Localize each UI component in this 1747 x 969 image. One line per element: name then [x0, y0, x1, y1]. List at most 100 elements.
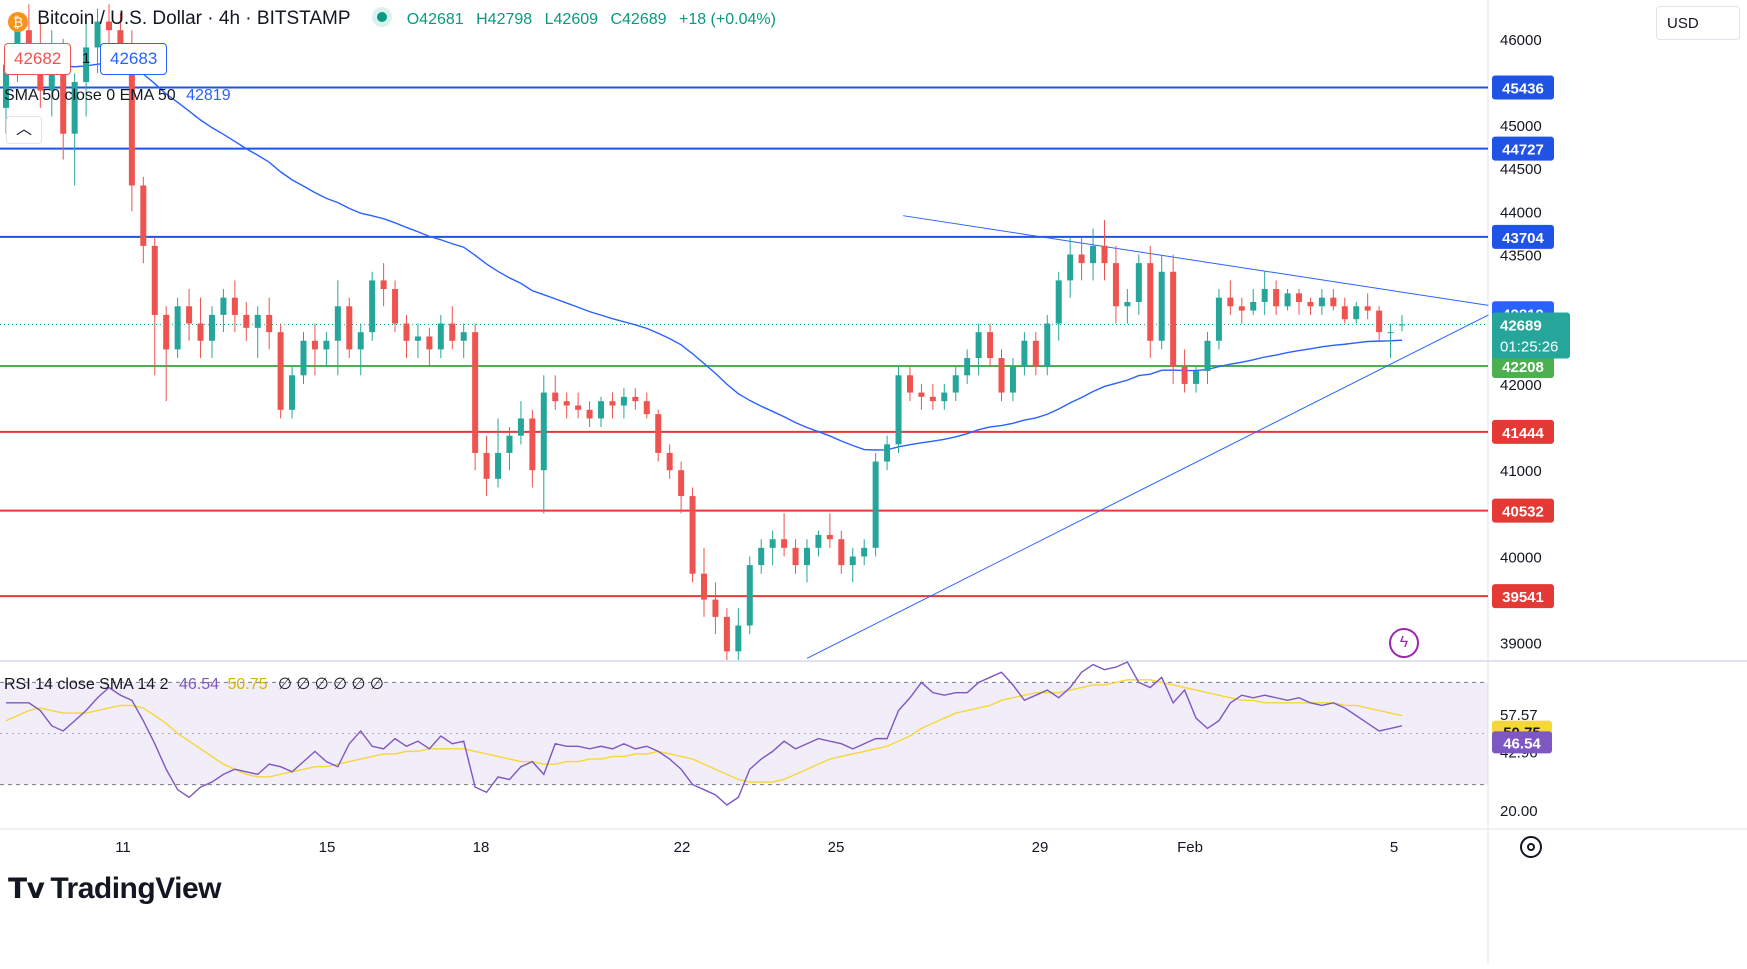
candle-body-83 — [952, 375, 959, 393]
candle-body-13 — [151, 245, 158, 315]
candle-body-109 — [1250, 301, 1257, 311]
candle-body-16 — [186, 306, 193, 324]
rsi-value-tag-1 — [1492, 731, 1552, 754]
candle-body-21 — [243, 314, 250, 328]
candle-body-43 — [495, 452, 502, 479]
candle-body-30 — [346, 306, 353, 350]
currency-button[interactable]: USD — [1656, 6, 1740, 40]
candle-body-75 — [861, 547, 868, 557]
spread-value: 1 — [82, 50, 91, 67]
rsi-value-legend: 46.54 — [178, 676, 220, 693]
rsi-value-tag-label-1: 46.54 — [1503, 735, 1541, 752]
candle-body-52 — [598, 401, 605, 419]
bitcoin-icon: ₿ — [8, 12, 28, 32]
candle-body-39 — [449, 323, 456, 341]
candle-body-0 — [3, 64, 9, 108]
level-tag-label-0: 45436 — [1502, 80, 1544, 97]
candle-body-5 — [60, 56, 67, 134]
candle-body-117 — [1341, 306, 1348, 320]
tradingview-logo-icon: 𝗧𝘃 — [8, 873, 45, 904]
rsi-extras: ∅ ∅ ∅ ∅ ∅ ∅ — [277, 676, 384, 693]
candle-body-101 — [1158, 271, 1165, 341]
candle-body-46 — [529, 418, 536, 471]
lightning-icon[interactable]: ϟ — [1389, 628, 1419, 658]
time-tick-6: Feb — [1177, 839, 1203, 856]
candle-body-11 — [128, 47, 135, 186]
rsi-sma-value-legend: 50.75 — [227, 676, 268, 693]
candle-body-105 — [1204, 340, 1211, 371]
candle-body-47 — [540, 392, 547, 471]
price-tick-2: 41000 — [1500, 463, 1542, 480]
candle-body-61 — [701, 573, 707, 600]
symbol-legend: ₿ Bitcoin / U.S. Dollar · 4h · BITSTAMP … — [8, 8, 776, 32]
candle-body-86 — [987, 332, 994, 359]
candle-body-7 — [83, 47, 90, 82]
price-tick-6: 44500 — [1500, 161, 1542, 178]
candle-body-44 — [506, 435, 513, 453]
candle-body-110 — [1261, 289, 1268, 302]
candle-body-71 — [815, 534, 822, 548]
price-tick-1: 40000 — [1500, 549, 1542, 566]
ask-button[interactable]: 42683 — [100, 43, 168, 75]
candle-body-35 — [403, 323, 410, 341]
settings-icon[interactable] — [1520, 836, 1542, 858]
price-tick-7: 45000 — [1500, 118, 1542, 135]
time-tick-0: 11 — [115, 839, 131, 856]
candle-body-62 — [712, 599, 719, 617]
candle-body-79 — [906, 375, 913, 393]
candle-body-60 — [689, 496, 696, 574]
candle-body-91 — [1044, 323, 1051, 367]
price-tick-0: 39000 — [1500, 636, 1542, 653]
candle-body-103 — [1181, 366, 1188, 384]
candle-body-28 — [323, 340, 330, 350]
axis-layer: 39000 40000 41000 42000 43500 44000 44500 45000… — [115, 32, 1542, 856]
ohlc-open: O42681 — [406, 11, 464, 28]
candle-body-77 — [884, 444, 891, 462]
time-tick-2: 18 — [473, 839, 490, 856]
candle-body-64 — [735, 625, 742, 652]
candle-body-107 — [1227, 297, 1234, 307]
time-tick-4: 25 — [828, 839, 845, 856]
price-tick-8: 46000 — [1500, 32, 1542, 49]
level-tag-label-2: 43704 — [1502, 230, 1544, 247]
candle-body-82 — [941, 392, 948, 402]
candle-body-26 — [300, 340, 307, 376]
collapse-legend-button[interactable]: ︿ — [6, 116, 42, 144]
candle-body-116 — [1330, 297, 1337, 307]
candle-body-102 — [1170, 271, 1177, 367]
candle-body-24 — [277, 332, 284, 410]
candle-body-95 — [1090, 245, 1097, 264]
candle-body-113 — [1296, 293, 1303, 302]
candle-body-36 — [414, 336, 421, 341]
tradingview-logo: 𝗧𝘃 TradingView — [8, 872, 222, 906]
bid-button[interactable]: 42682 — [4, 43, 72, 75]
candle-body-70 — [803, 547, 810, 566]
candle-body-55 — [632, 396, 639, 402]
rsi-legend[interactable]: RSI 14 close SMA 14 2 46.54 50.75 ∅ ∅ ∅ … — [4, 674, 384, 694]
candle-body-112 — [1284, 293, 1291, 307]
indicator-legend[interactable]: SMA 50 close 0 EMA 50 42819 — [4, 87, 231, 105]
time-tick-3: 22 — [674, 839, 691, 856]
rsi-label: RSI 14 close SMA 14 2 — [4, 676, 169, 693]
candle-body-54 — [620, 396, 627, 406]
ohlc-close: C42689 — [610, 11, 667, 28]
candle-body-27 — [311, 340, 318, 350]
candle-body-96 — [1101, 245, 1108, 264]
candle-body-119 — [1364, 306, 1371, 311]
candle-body-74 — [849, 556, 856, 566]
level-tag-5 — [1492, 498, 1554, 523]
candle-body-85 — [975, 332, 982, 359]
trend-layer — [806, 215, 1489, 659]
candle-body-10 — [117, 30, 124, 48]
tradingview-logo-text: TradingView — [50, 872, 222, 905]
last-price-tag — [1492, 312, 1570, 359]
candle-body-89 — [1021, 340, 1028, 367]
ohlc-low: L42609 — [544, 11, 599, 28]
tag-layer: 4543644727437044220841444405323954142819… — [1492, 75, 1570, 754]
candle-body-37 — [426, 336, 433, 350]
candle-body-22 — [254, 314, 261, 328]
candle-body-34 — [392, 289, 399, 324]
candle-body-88 — [1009, 366, 1016, 393]
